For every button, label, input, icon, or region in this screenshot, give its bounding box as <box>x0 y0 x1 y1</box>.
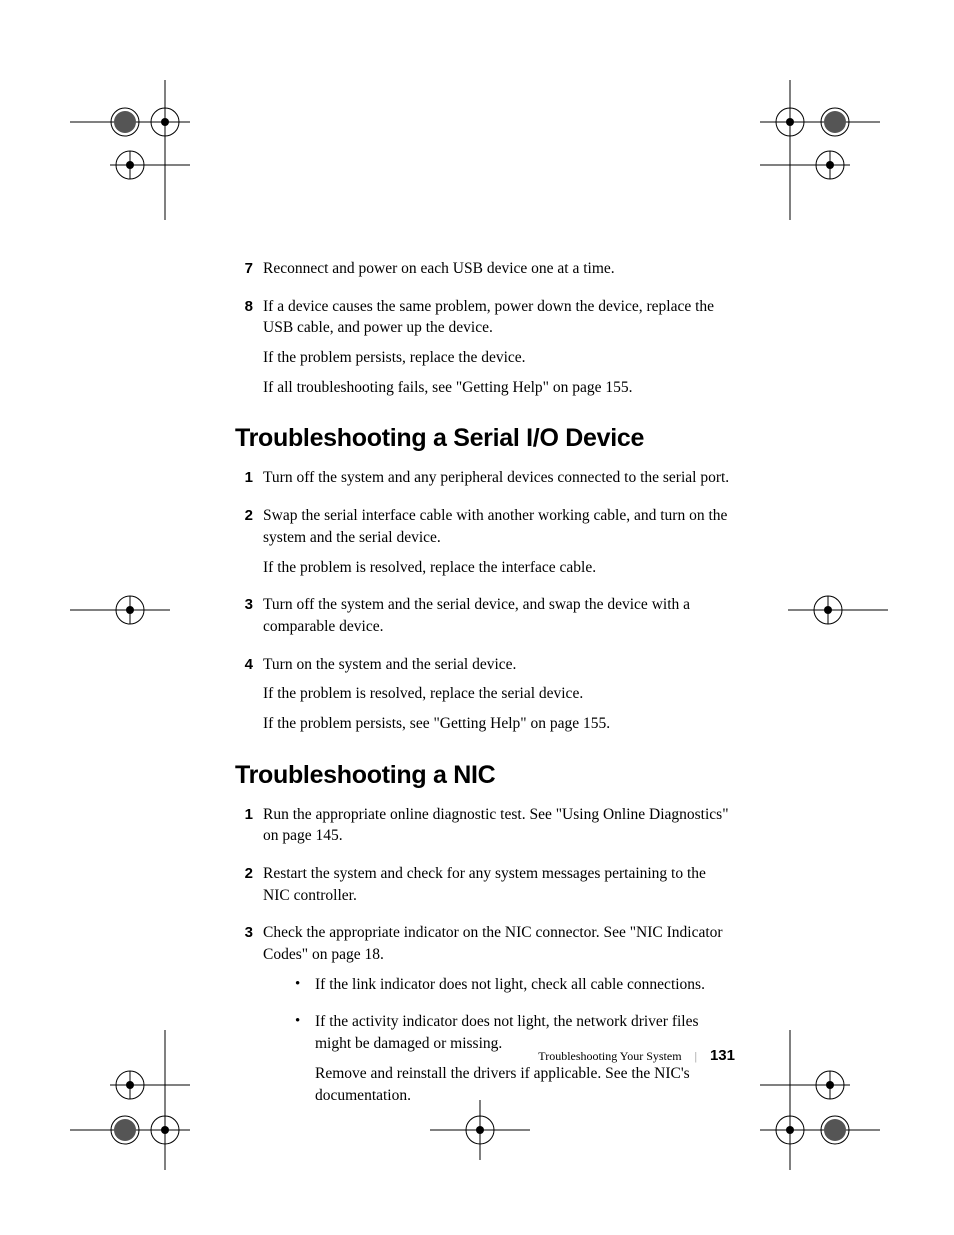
crop-mark-icon <box>760 80 880 220</box>
step-body: Swap the serial interface cable with ano… <box>263 505 735 586</box>
step-body: Turn off the system and the serial devic… <box>263 594 735 645</box>
step-number: 3 <box>235 922 263 1122</box>
bullet-body: If the link indicator does not light, ch… <box>315 974 735 1004</box>
step-number: 1 <box>235 804 263 855</box>
numbered-step: 2Restart the system and check for any sy… <box>235 863 735 914</box>
step-body: Check the appropriate indicator on the N… <box>263 922 735 1122</box>
step-text: Restart the system and check for any sys… <box>263 863 735 906</box>
step-text: Reconnect and power on each USB device o… <box>263 258 735 280</box>
page-footer: Troubleshooting Your System | 131 <box>0 1047 735 1064</box>
step-text: If the problem is resolved, replace the … <box>263 557 735 579</box>
step-number: 2 <box>235 505 263 586</box>
step-number: 7 <box>235 258 263 288</box>
step-number: 4 <box>235 654 263 743</box>
step-body: Reconnect and power on each USB device o… <box>263 258 735 288</box>
bullet-text: Remove and reinstall the drivers if appl… <box>315 1063 735 1106</box>
page-content: 7Reconnect and power on each USB device … <box>235 258 735 1130</box>
step-body: Run the appropriate online diagnostic te… <box>263 804 735 855</box>
crop-mark-icon <box>70 580 170 640</box>
section-serial-io: 1Turn off the system and any peripheral … <box>235 467 735 742</box>
heading-serial-io: Troubleshooting a Serial I/O Device <box>235 424 735 453</box>
step-body: Restart the system and check for any sys… <box>263 863 735 914</box>
crop-mark-icon <box>70 80 190 220</box>
page-number: 131 <box>710 1047 735 1064</box>
step-text: If the problem is resolved, replace the … <box>263 683 735 705</box>
step-text: Turn on the system and the serial device… <box>263 654 735 676</box>
step-text: If a device causes the same problem, pow… <box>263 296 735 339</box>
crop-mark-icon <box>760 1030 880 1170</box>
step-text: If the problem persists, replace the dev… <box>263 347 735 369</box>
step-text: Turn off the system and any peripheral d… <box>263 467 735 489</box>
step-text: If all troubleshooting fails, see "Getti… <box>263 377 735 399</box>
heading-nic: Troubleshooting a NIC <box>235 761 735 790</box>
bullet-item: •If the link indicator does not light, c… <box>291 974 735 1004</box>
section-nic: 1Run the appropriate online diagnostic t… <box>235 804 735 1123</box>
step-number: 2 <box>235 863 263 914</box>
step-text: Check the appropriate indicator on the N… <box>263 922 735 965</box>
bullet-text: If the link indicator does not light, ch… <box>315 974 735 996</box>
numbered-step: 4Turn on the system and the serial devic… <box>235 654 735 743</box>
bullet-icon: • <box>291 974 315 1004</box>
step-number: 3 <box>235 594 263 645</box>
step-body: Turn on the system and the serial device… <box>263 654 735 743</box>
step-number: 8 <box>235 296 263 407</box>
footer-title: Troubleshooting Your System <box>538 1049 681 1063</box>
page: 7Reconnect and power on each USB device … <box>0 0 954 1235</box>
bullet-list: •If the link indicator does not light, c… <box>291 974 735 1114</box>
step-text: Swap the serial interface cable with ano… <box>263 505 735 548</box>
step-body: If a device causes the same problem, pow… <box>263 296 735 407</box>
numbered-step: 7Reconnect and power on each USB device … <box>235 258 735 288</box>
numbered-step: 1Run the appropriate online diagnostic t… <box>235 804 735 855</box>
step-number: 1 <box>235 467 263 497</box>
numbered-step: 1Turn off the system and any peripheral … <box>235 467 735 497</box>
numbered-step: 8If a device causes the same problem, po… <box>235 296 735 407</box>
numbered-step: 3Turn off the system and the serial devi… <box>235 594 735 645</box>
footer-separator: | <box>695 1049 697 1063</box>
step-text: If the problem persists, see "Getting He… <box>263 713 735 735</box>
numbered-step: 2Swap the serial interface cable with an… <box>235 505 735 586</box>
step-body: Turn off the system and any peripheral d… <box>263 467 735 497</box>
crop-mark-icon <box>788 580 888 640</box>
section-usb-continued: 7Reconnect and power on each USB device … <box>235 258 735 406</box>
step-text: Run the appropriate online diagnostic te… <box>263 804 735 847</box>
numbered-step: 3Check the appropriate indicator on the … <box>235 922 735 1122</box>
step-text: Turn off the system and the serial devic… <box>263 594 735 637</box>
